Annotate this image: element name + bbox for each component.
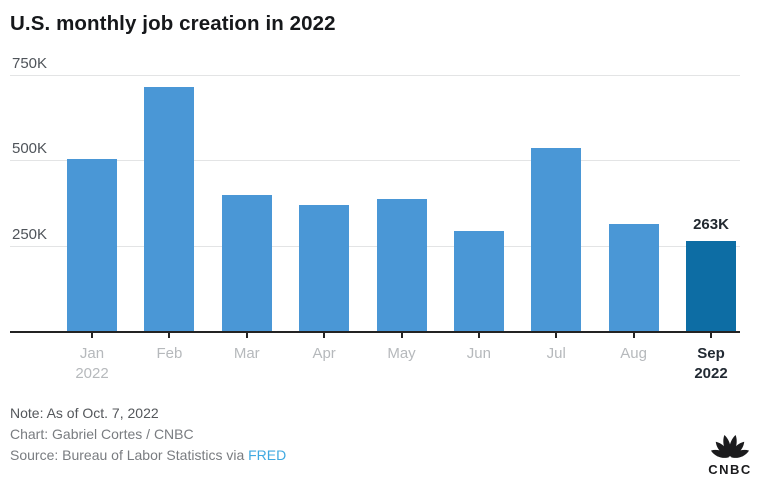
bars-container: Jan 2022 Feb Mar Apr May Jun Jul Aug Sep 2022 263K [10, 75, 740, 382]
gridline-750k: 750K [10, 55, 740, 76]
bar-may [376, 199, 427, 331]
bar-value-annotation: 263K [693, 216, 729, 234]
fred-link[interactable]: FRED [248, 447, 287, 463]
x-axis-tick [400, 333, 403, 338]
x-axis-tick [477, 333, 480, 338]
bar-jun [453, 231, 504, 331]
bar-column-apr: Apr [299, 75, 350, 362]
x-axis-tick [710, 333, 712, 338]
note-line: Note: As of Oct. 7, 2022 [10, 405, 159, 421]
cnbc-logo: CNBC [703, 429, 757, 477]
x-axis-tick [91, 333, 93, 338]
gridline-250k: 250K [10, 226, 740, 247]
credit-line: Chart: Gabriel Cortes / CNBC [10, 426, 194, 442]
gridline-500k: 500K [10, 140, 740, 162]
x-axis-label-mar: Mar [233, 345, 260, 362]
cnbc-logo-text: CNBC [708, 462, 752, 477]
bar-column-feb: Feb [144, 75, 195, 362]
x-axis-label-apr: Apr [312, 345, 336, 362]
x-axis-label-jun: Jun [466, 345, 491, 362]
y-axis-label-250k: 250K [12, 225, 48, 243]
x-axis-tick [632, 333, 635, 338]
x-axis-label-jul: Jul [546, 345, 566, 362]
plot-area: 750K 500K 250K Jan 2022 Feb Mar Apr May Jun Jul Aug… [10, 55, 740, 382]
bar-column-aug: Aug [608, 75, 659, 362]
x-axis-tick [555, 333, 558, 338]
bar-aug [608, 223, 659, 331]
y-axis-label-500k: 500K [12, 140, 48, 158]
bar-jan [67, 159, 117, 331]
x-axis-tick [245, 333, 248, 338]
x-axis-tick [323, 333, 326, 338]
x-axis-tick [168, 333, 171, 338]
bar-column-jul: Jul [531, 75, 582, 362]
bar-mar [221, 195, 272, 331]
x-axis-label-feb: Feb [156, 345, 183, 362]
chart-title: U.S. monthly job creation in 2022 [10, 12, 336, 35]
bar-column-jan: Jan 2022 [67, 75, 117, 382]
source-text: Source: Bureau of Labor Statistics via [10, 447, 249, 463]
bar-apr [299, 205, 350, 331]
y-axis-label-750k: 750K [12, 55, 48, 72]
x-axis-label-may: May [387, 345, 416, 362]
bar-column-may: May [376, 75, 427, 362]
x-axis-label-sep: Sep 2022 [694, 345, 728, 382]
bar-column-mar: Mar [221, 75, 272, 362]
bar-sep [686, 241, 736, 331]
peacock-icon [710, 435, 750, 458]
chart-footer: Note: As of Oct. 7, 2022 Chart: Gabriel … [10, 403, 286, 466]
bar-column-sep: Sep 2022 263K [686, 75, 736, 382]
x-axis-label-jan: Jan 2022 [75, 345, 109, 382]
x-axis-label-aug: Aug [620, 345, 647, 362]
source-line: Source: Bureau of Labor Statistics via F… [10, 445, 286, 466]
bar-feb [144, 87, 195, 331]
bar-column-jun: Jun [453, 75, 504, 362]
bar-jul [531, 147, 582, 331]
